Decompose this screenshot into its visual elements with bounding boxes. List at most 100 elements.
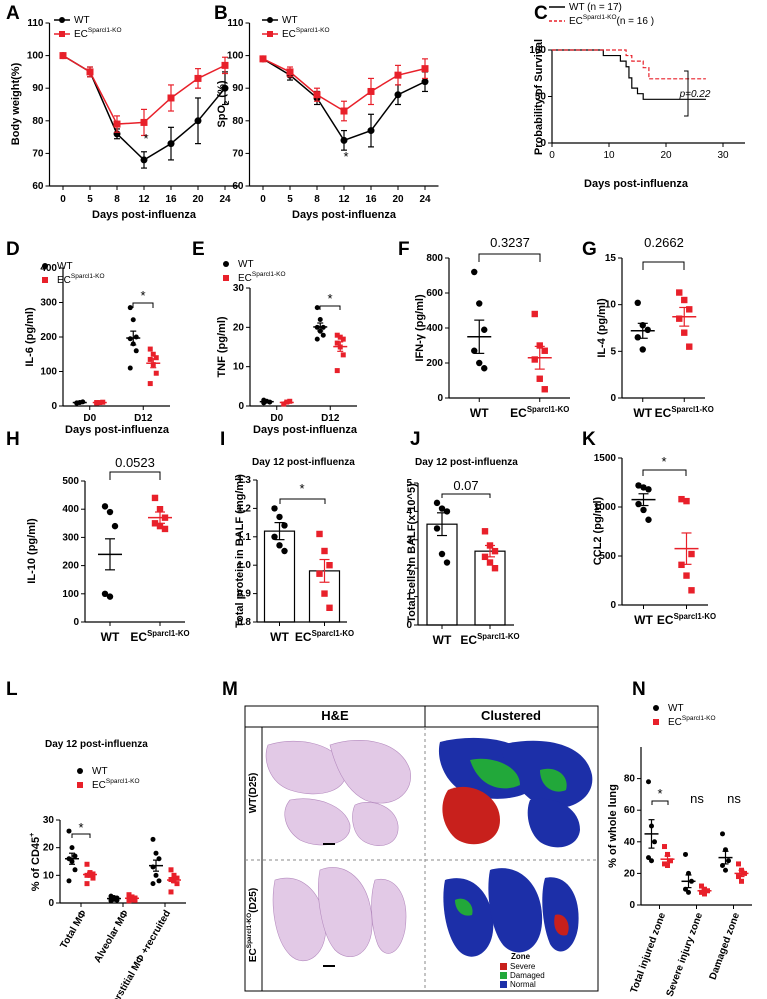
y-axis-title: Body weight(%): [10, 62, 22, 145]
point: [394, 91, 402, 99]
point: [668, 858, 673, 864]
y-axis-title: % of whole lung: [607, 784, 619, 868]
y-tick-label: 100: [40, 366, 57, 377]
x-tick-label: 12: [138, 194, 150, 205]
panel-letter: B: [214, 3, 228, 24]
legend-label: ECSparcl1-KO: [238, 271, 286, 283]
legend-marker: [77, 782, 83, 788]
point: [471, 347, 478, 354]
annotation: *: [327, 291, 332, 306]
x-tick-label: Severe injury zone: [664, 911, 705, 998]
x-tick-label: D12: [134, 413, 153, 424]
y-tick-label: 10: [43, 870, 55, 881]
y-tick-label: 1.1: [237, 531, 251, 542]
y-tick-label: 0: [406, 620, 412, 631]
x-axis-title: Days post-influenza: [584, 178, 689, 190]
point: [320, 332, 326, 338]
panel-letter: I: [220, 429, 225, 450]
legend-label: ECSparcl1-KO: [57, 273, 105, 285]
legend-label: WT: [74, 15, 90, 26]
y-tick-label: 80: [32, 115, 44, 126]
point: [167, 140, 175, 148]
panel-letter: C: [534, 3, 548, 24]
x-tick-label: 20: [392, 194, 404, 205]
legend-swatch: [500, 963, 507, 970]
point: [665, 851, 670, 857]
y-tick-label: 3: [406, 534, 412, 545]
point: [69, 845, 75, 851]
y-axis-title: IL-4 (pg/ml): [596, 298, 608, 358]
legend-marker: [223, 261, 229, 267]
point: [723, 867, 728, 873]
y-tick-label: 100: [62, 588, 79, 599]
point: [174, 881, 180, 887]
row-label: ECSparcl1-KO(D25): [246, 888, 258, 962]
y-tick-label: 110: [27, 18, 44, 29]
point: [646, 779, 651, 785]
point: [66, 878, 72, 884]
x-tick-label: 16: [165, 194, 177, 205]
y-tick-label: 80: [624, 773, 636, 784]
point: [676, 315, 683, 322]
legend-label: ECSparcl1-KO: [74, 27, 122, 39]
point: [271, 533, 278, 540]
y-tick-label: 400: [426, 323, 443, 334]
annotation: p=0.22: [679, 89, 711, 100]
point: [86, 68, 94, 76]
point: [652, 839, 657, 845]
y-axis-title: CCL2 (pg/ml): [592, 496, 604, 565]
point: [367, 127, 375, 135]
point: [106, 593, 114, 600]
x-tick-label: D0: [270, 413, 283, 424]
point: [649, 858, 654, 864]
panel-letter: D: [6, 239, 20, 260]
y-tick-label: 5: [406, 478, 412, 489]
y-tick-label: 90: [232, 83, 244, 94]
point: [531, 310, 538, 318]
y-tick-label: 0: [437, 393, 443, 404]
point: [314, 305, 320, 311]
x-tick-label: ECSparcl1-KO: [510, 405, 569, 421]
y-tick-label: 60: [32, 181, 44, 192]
y-tick-label: 60: [232, 181, 244, 192]
legend-marker: [223, 275, 229, 281]
point: [634, 334, 641, 341]
point: [66, 828, 72, 834]
point: [739, 878, 744, 884]
y-axis-title: % of CD45+: [28, 833, 42, 892]
legend-label: WT: [57, 261, 73, 272]
point: [634, 299, 641, 306]
point: [113, 120, 121, 128]
y-tick-label: 30: [43, 815, 55, 826]
y-tick-label: 0: [610, 393, 616, 404]
panel-letter: J: [410, 429, 421, 450]
y-tick-label: 15: [605, 253, 617, 264]
x-axis-title: Days post-influenza: [292, 209, 397, 221]
y-tick-label: 200: [40, 332, 57, 343]
legend-marker: [267, 31, 273, 37]
frame: [244, 705, 599, 992]
point: [646, 855, 651, 861]
annotation: *: [143, 131, 148, 146]
y-tick-label: 0: [73, 617, 79, 628]
point: [736, 861, 741, 867]
point: [153, 872, 159, 878]
x-tick-label: Damaged zone: [707, 911, 742, 981]
point: [156, 522, 164, 530]
point: [151, 494, 159, 502]
y-tick-label: 2: [406, 563, 412, 574]
x-tick-label: ECSparcl1-KO: [460, 632, 519, 648]
x-tick-label: ECSparcl1-KO: [655, 405, 714, 421]
y-axis-title: IL-6 (pg/ml): [24, 307, 36, 367]
y-tick-label: 30: [233, 283, 245, 294]
point: [84, 872, 90, 878]
point: [476, 359, 483, 367]
point: [640, 484, 647, 491]
y-tick-label: 20: [624, 868, 636, 879]
point: [367, 87, 375, 95]
point: [147, 346, 153, 352]
point: [486, 559, 494, 566]
point: [645, 486, 652, 493]
point: [421, 78, 429, 86]
